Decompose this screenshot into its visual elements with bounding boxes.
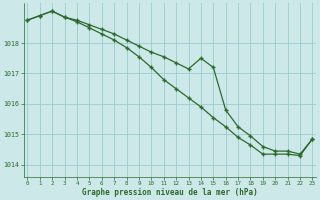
- X-axis label: Graphe pression niveau de la mer (hPa): Graphe pression niveau de la mer (hPa): [82, 188, 258, 197]
